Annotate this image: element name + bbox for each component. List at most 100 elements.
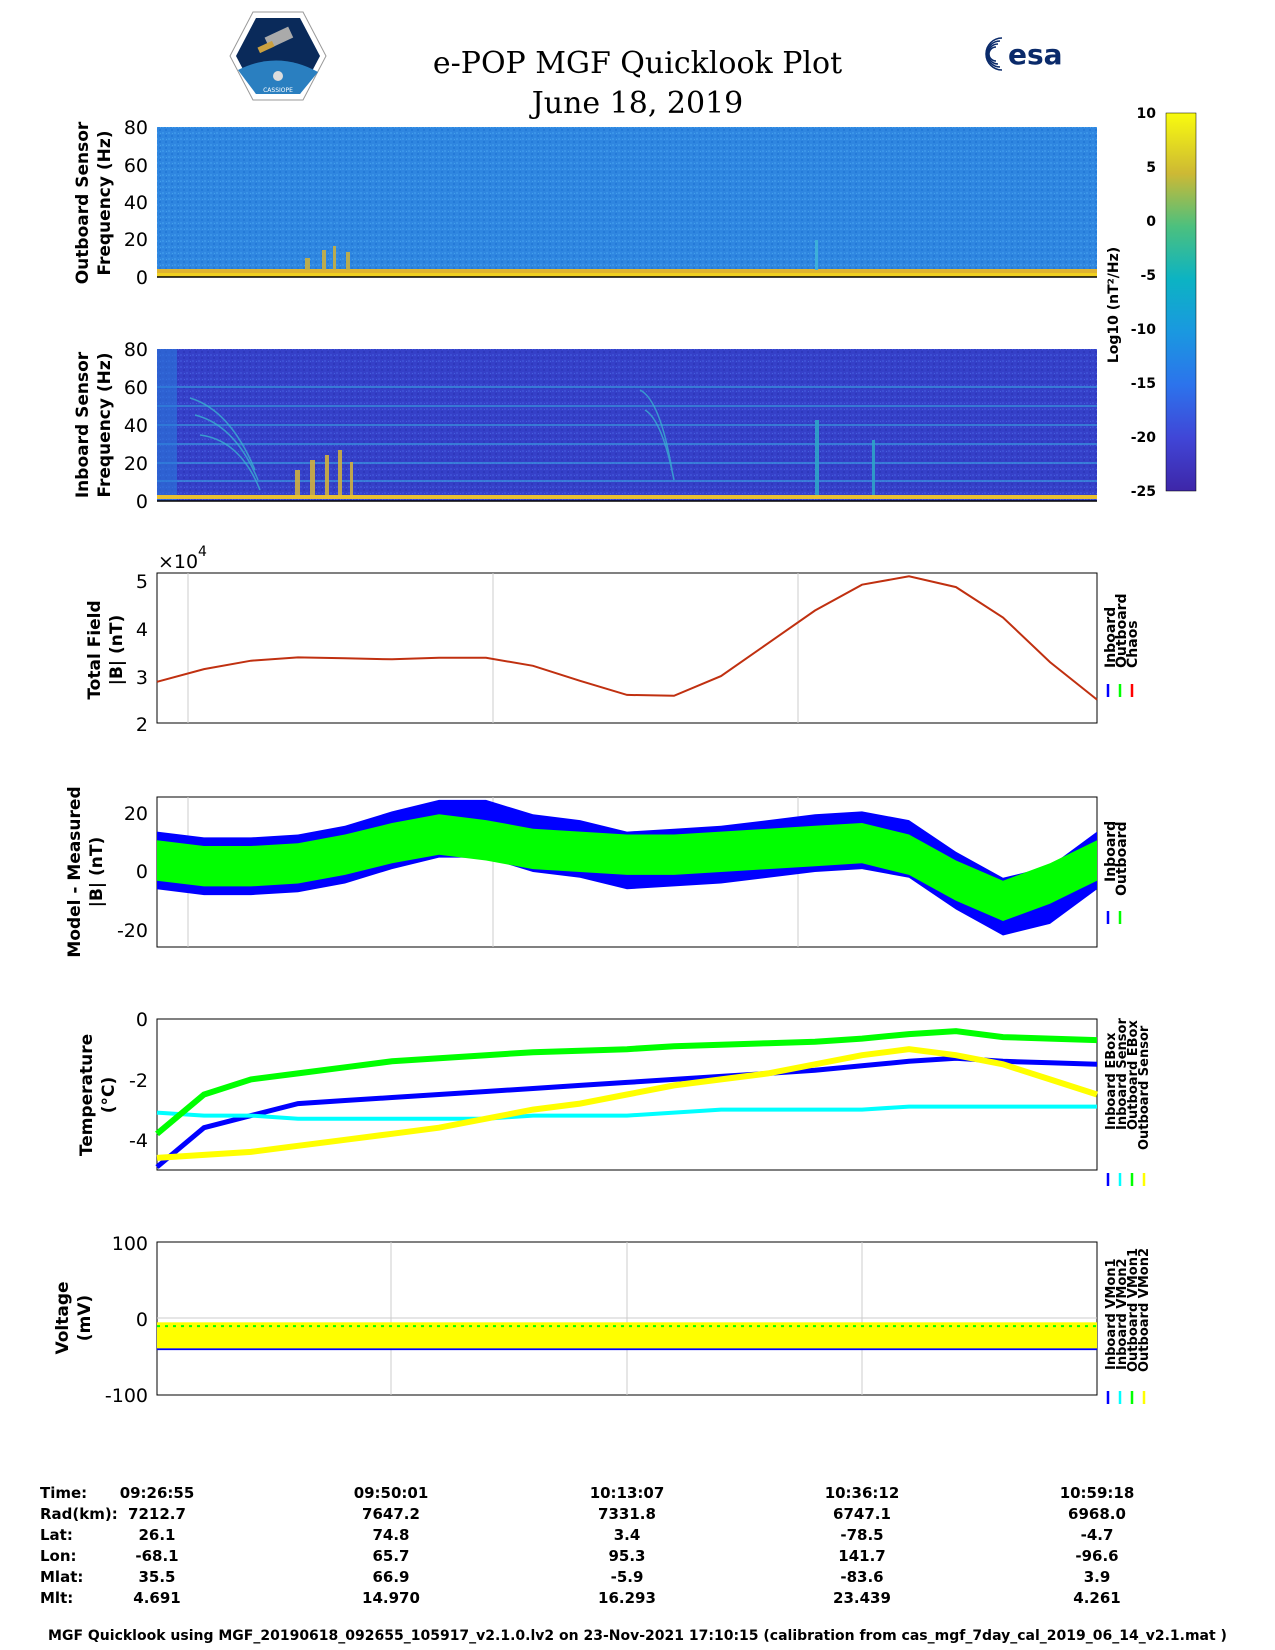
inboard-ylabel2: Frequency (Hz): [95, 352, 115, 497]
ytick: -100: [105, 1385, 148, 1407]
grid: [157, 1242, 1097, 1395]
ytick: 60: [124, 155, 148, 177]
ytick: 40: [124, 192, 148, 214]
colorbar-label: Log10 (nT²/Hz): [1106, 247, 1122, 363]
ephemeris-table: Time: Rad(km): Lat: Lon: Mlat: Mlt: 09:2…: [40, 1484, 1135, 1607]
ytick: 5: [136, 571, 148, 593]
ephemeris-labels: Time: Rad(km): Lat: Lon: Mlat: Mlt:: [40, 1484, 118, 1607]
legend-outboard: Outboard: [1114, 593, 1130, 668]
voltage-legend: Inboard VMon1 Inboard VMon2 Outboard VMo…: [1104, 1248, 1152, 1372]
svg-text:09:50:01: 09:50:01: [354, 1484, 429, 1502]
temperature-yticks: 0 -2 -4: [129, 1009, 148, 1152]
model-diff-legend: Inboard Outboard: [1103, 821, 1130, 896]
svg-text:35.5: 35.5: [138, 1568, 175, 1586]
ytick: 20: [124, 229, 148, 251]
outboard-dc-band: [157, 273, 1097, 277]
label-lon: Lon:: [40, 1547, 77, 1565]
model-diff-ylabel2: |B| (nT): [87, 837, 107, 908]
inboard-bursts: [295, 420, 875, 498]
outboard-ebox-line: [155, 1028, 1098, 1137]
svg-text:-83.6: -83.6: [840, 1568, 883, 1586]
svg-text:09:26:55: 09:26:55: [120, 1484, 195, 1502]
colorbar-tick: -5: [1140, 268, 1156, 284]
ytick: -4: [129, 1130, 148, 1152]
svg-text:-68.1: -68.1: [135, 1547, 178, 1565]
footer-caption: MGF Quicklook using MGF_20190618_092655_…: [48, 1628, 1227, 1644]
temperature-panel: 0 -2 -4 Temperature (°C) Inboard EBox In…: [77, 1009, 1152, 1186]
ytick: 20: [124, 803, 148, 825]
model-diff-panel: 20 0 -20 Model - Measured |B| (nT) Inboa…: [65, 786, 1130, 957]
ytick: 3: [136, 667, 148, 689]
outboard-band: [157, 814, 1097, 921]
temperature-legend: Inboard EBox Inboard Sensor Outboard EBo…: [1104, 1018, 1152, 1150]
colorbar-tick: 5: [1146, 160, 1156, 176]
ytick: 20: [124, 453, 148, 475]
label-lat: Lat:: [40, 1526, 73, 1544]
plot-title: e-POP MGF Quicklook Plot: [432, 46, 843, 81]
svg-text:-96.6: -96.6: [1075, 1547, 1118, 1565]
legend-outboard: Outboard: [1114, 821, 1130, 896]
inboard-ebox-line: [155, 1055, 1098, 1169]
ytick: 80: [124, 117, 148, 139]
svg-text:141.7: 141.7: [838, 1547, 885, 1565]
temperature-ylabel2: (°C): [99, 1077, 119, 1114]
svg-text:7647.2: 7647.2: [362, 1505, 420, 1523]
colorbar-tick: -10: [1131, 322, 1157, 338]
ytick: 100: [112, 1233, 148, 1255]
outboard-vmon2-band: [157, 1322, 1097, 1349]
legend-inboard-vmon1: Inboard VMon1: [1104, 1258, 1119, 1370]
exponent-power: 4: [198, 544, 207, 560]
svg-text:66.9: 66.9: [372, 1568, 409, 1586]
voltage-ylabel1: Voltage: [53, 1281, 73, 1354]
svg-text:10:36:12: 10:36:12: [825, 1484, 900, 1502]
outboard-ylabel2: Frequency (Hz): [95, 130, 115, 275]
svg-text:6968.0: 6968.0: [1068, 1505, 1126, 1523]
svg-text:3.4: 3.4: [614, 1526, 641, 1544]
colorbar-tick: -20: [1131, 430, 1157, 446]
exponent-label: ×10: [158, 551, 198, 573]
inboard-whistlers: [189, 389, 675, 491]
ytick: 2: [136, 714, 148, 736]
chaos-line: [156, 575, 1098, 701]
colorbar-tick: -25: [1131, 484, 1156, 500]
svg-text:10:59:18: 10:59:18: [1060, 1484, 1135, 1502]
label-rad: Rad(km):: [40, 1505, 118, 1523]
svg-text:16.293: 16.293: [598, 1589, 656, 1607]
svg-text:6747.1: 6747.1: [833, 1505, 891, 1523]
colorbar-ticks: 10 5 0 -5 -10 -15 -20 -25: [1131, 106, 1157, 500]
inboard-ylabel1: Inboard Sensor: [73, 351, 93, 498]
total-field-legend: Inboard Outboard Chaos: [1103, 593, 1141, 668]
voltage-panel: 100 0 -100 Voltage (mV) Inboard VMon1 In…: [53, 1233, 1152, 1407]
ytick: 0: [136, 267, 148, 289]
cassiope-logo: CASSIOPE: [229, 11, 327, 101]
ephemeris-col-0: 09:26:55 7212.7 26.1 -68.1 35.5 4.691: [120, 1484, 195, 1607]
esa-logo-text: esa: [1008, 38, 1063, 71]
ephemeris-col-4: 10:59:18 6968.0 -4.7 -96.6 3.9 4.261: [1060, 1484, 1135, 1607]
svg-text:74.8: 74.8: [372, 1526, 409, 1544]
outboard-bursts: [305, 240, 818, 270]
legend-outboard-vmon2: Outboard VMon2: [1137, 1248, 1152, 1372]
label-time: Time:: [40, 1484, 87, 1502]
ytick: 60: [124, 377, 148, 399]
voltage-ylabel2: (mV): [75, 1295, 95, 1341]
ephemeris-col-2: 10:13:07 7331.8 3.4 95.3 -5.9 16.293: [590, 1484, 665, 1607]
ytick: 0: [136, 491, 148, 513]
legend-chaos: Chaos: [1125, 620, 1141, 668]
inboard-sensor-line: [156, 1104, 1097, 1121]
outboard-ylabel1: Outboard Sensor: [73, 121, 93, 284]
svg-text:-4.7: -4.7: [1081, 1526, 1114, 1544]
svg-text:-78.5: -78.5: [840, 1526, 883, 1544]
svg-text:4.261: 4.261: [1073, 1589, 1120, 1607]
legend-inboard: Inboard: [1103, 607, 1119, 668]
legend-inboard-ebox: Inboard EBox: [1104, 1032, 1119, 1130]
legend-outboard-sensor: Outboard Sensor: [1137, 1025, 1152, 1150]
model-diff-ylabel1: Model - Measured: [65, 786, 85, 957]
figure: 80 60 40 20 0 Outboard Sensor Frequency …: [53, 106, 1197, 1407]
ephemeris-col-1: 09:50:01 7647.2 74.8 65.7 66.9 14.970: [354, 1484, 429, 1607]
ytick: 0: [136, 1309, 148, 1331]
label-mlt: Mlt:: [40, 1589, 73, 1607]
svg-text:4.691: 4.691: [133, 1589, 180, 1607]
voltage-yticks: 100 0 -100: [105, 1233, 148, 1407]
legend-inboard: Inboard: [1103, 821, 1119, 882]
outboard-spectrogram: [157, 127, 1097, 277]
